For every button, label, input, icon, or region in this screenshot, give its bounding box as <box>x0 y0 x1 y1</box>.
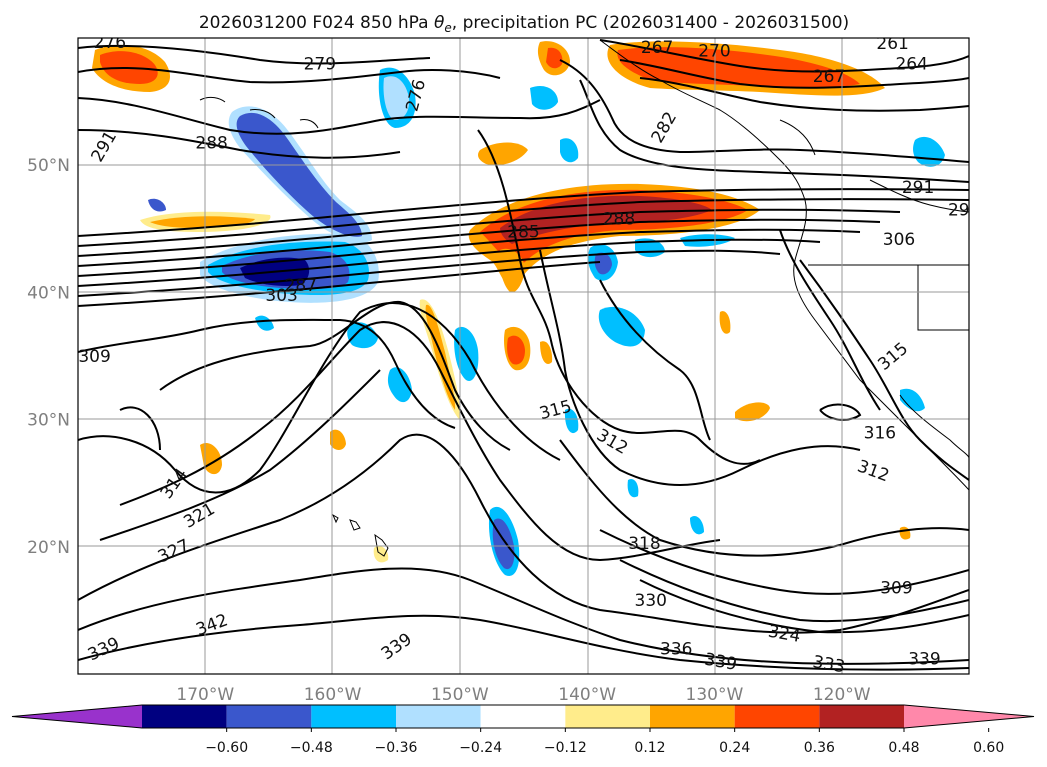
colorbar-tick-label: −0.36 <box>375 740 418 756</box>
colorbar-bin <box>904 705 1034 728</box>
contour-label: 264 <box>895 54 927 74</box>
colorbar-tick-label: −0.48 <box>290 740 333 756</box>
lon-tick-label: 160°W <box>304 685 362 705</box>
contour-label: 303 <box>265 286 297 306</box>
colorbar-outline <box>11 704 1035 729</box>
colorbar-bin <box>142 705 227 728</box>
lat-tick-label: 30°N <box>27 411 70 431</box>
colorbar-bin <box>565 705 650 728</box>
latitude-labels: 50°N 40°N 30°N 20°N <box>27 156 70 558</box>
theta-e-contours <box>78 39 969 671</box>
contour-label: 339 <box>908 650 940 670</box>
colorbar-bin <box>819 705 904 728</box>
colorbar-tick-label: 0.48 <box>888 740 919 756</box>
contour-label: 288 <box>195 133 227 153</box>
colorbar-tick-label: −0.60 <box>205 740 248 756</box>
contour-label: 333 <box>811 652 846 677</box>
colorbar-bin <box>12 705 142 728</box>
longitude-labels: 170°W 160°W 150°W 140°W 130°W 120°W <box>176 685 870 705</box>
contour-label: 279 <box>304 54 336 74</box>
lat-tick-label: 20°N <box>27 538 70 558</box>
contour-label: 309 <box>880 579 912 599</box>
contour-label: 29 <box>948 201 970 221</box>
colorbar-tick-label: 0.12 <box>634 740 665 756</box>
colorbar-tick-label: 0.60 <box>973 740 1004 756</box>
gridlines <box>78 38 969 674</box>
contour-label: 318 <box>628 534 660 554</box>
contour-label: 306 <box>883 230 915 250</box>
coastlines <box>199 39 969 557</box>
contour-label: 330 <box>635 591 667 611</box>
lon-tick-label: 130°W <box>686 685 744 705</box>
contour-label: 287 <box>285 276 317 296</box>
lon-tick-label: 150°W <box>431 685 489 705</box>
lon-tick-label: 140°W <box>558 685 616 705</box>
lat-tick-label: 50°N <box>27 156 70 176</box>
colorbar-tick-label: 0.36 <box>804 740 835 756</box>
contour-label: 339 <box>703 650 738 675</box>
lon-tick-label: 120°W <box>813 685 871 705</box>
colorbar-bin <box>734 705 820 728</box>
figure-title: 2026031200 F024 850 hPa θe, precipitatio… <box>199 13 849 35</box>
contour-label: 276 <box>94 33 126 53</box>
colorbar-tick-label: −0.24 <box>459 740 502 756</box>
contour-label: 270 <box>698 42 730 62</box>
colorbar-tick-label: 0.24 <box>719 740 750 756</box>
colorbar: −0.60 −0.48 −0.36 −0.24 −0.12 0.12 0.24 0.36 0.4… <box>11 704 1035 756</box>
contour-label: 309 <box>78 347 110 367</box>
contour-label: 267 <box>813 67 845 87</box>
lat-tick-label: 40°N <box>27 283 70 303</box>
lon-tick-label: 170°W <box>176 685 234 705</box>
contour-label: 285 <box>507 222 539 242</box>
map-frame <box>77 37 970 675</box>
contour-label: 267 <box>641 38 673 58</box>
colorbar-bin <box>226 705 312 728</box>
contour-label: 291 <box>902 178 934 198</box>
colorbar-bin <box>396 705 481 728</box>
contour-label: 316 <box>864 423 896 443</box>
contour-label: 288 <box>603 210 635 230</box>
contour-label: 261 <box>876 34 908 54</box>
colorbar-bin <box>650 705 735 728</box>
contour-label: 336 <box>660 640 692 660</box>
colorbar-tick-label: −0.12 <box>544 740 587 756</box>
colorbar-bin <box>311 705 396 728</box>
colorbar-bin <box>480 705 566 728</box>
